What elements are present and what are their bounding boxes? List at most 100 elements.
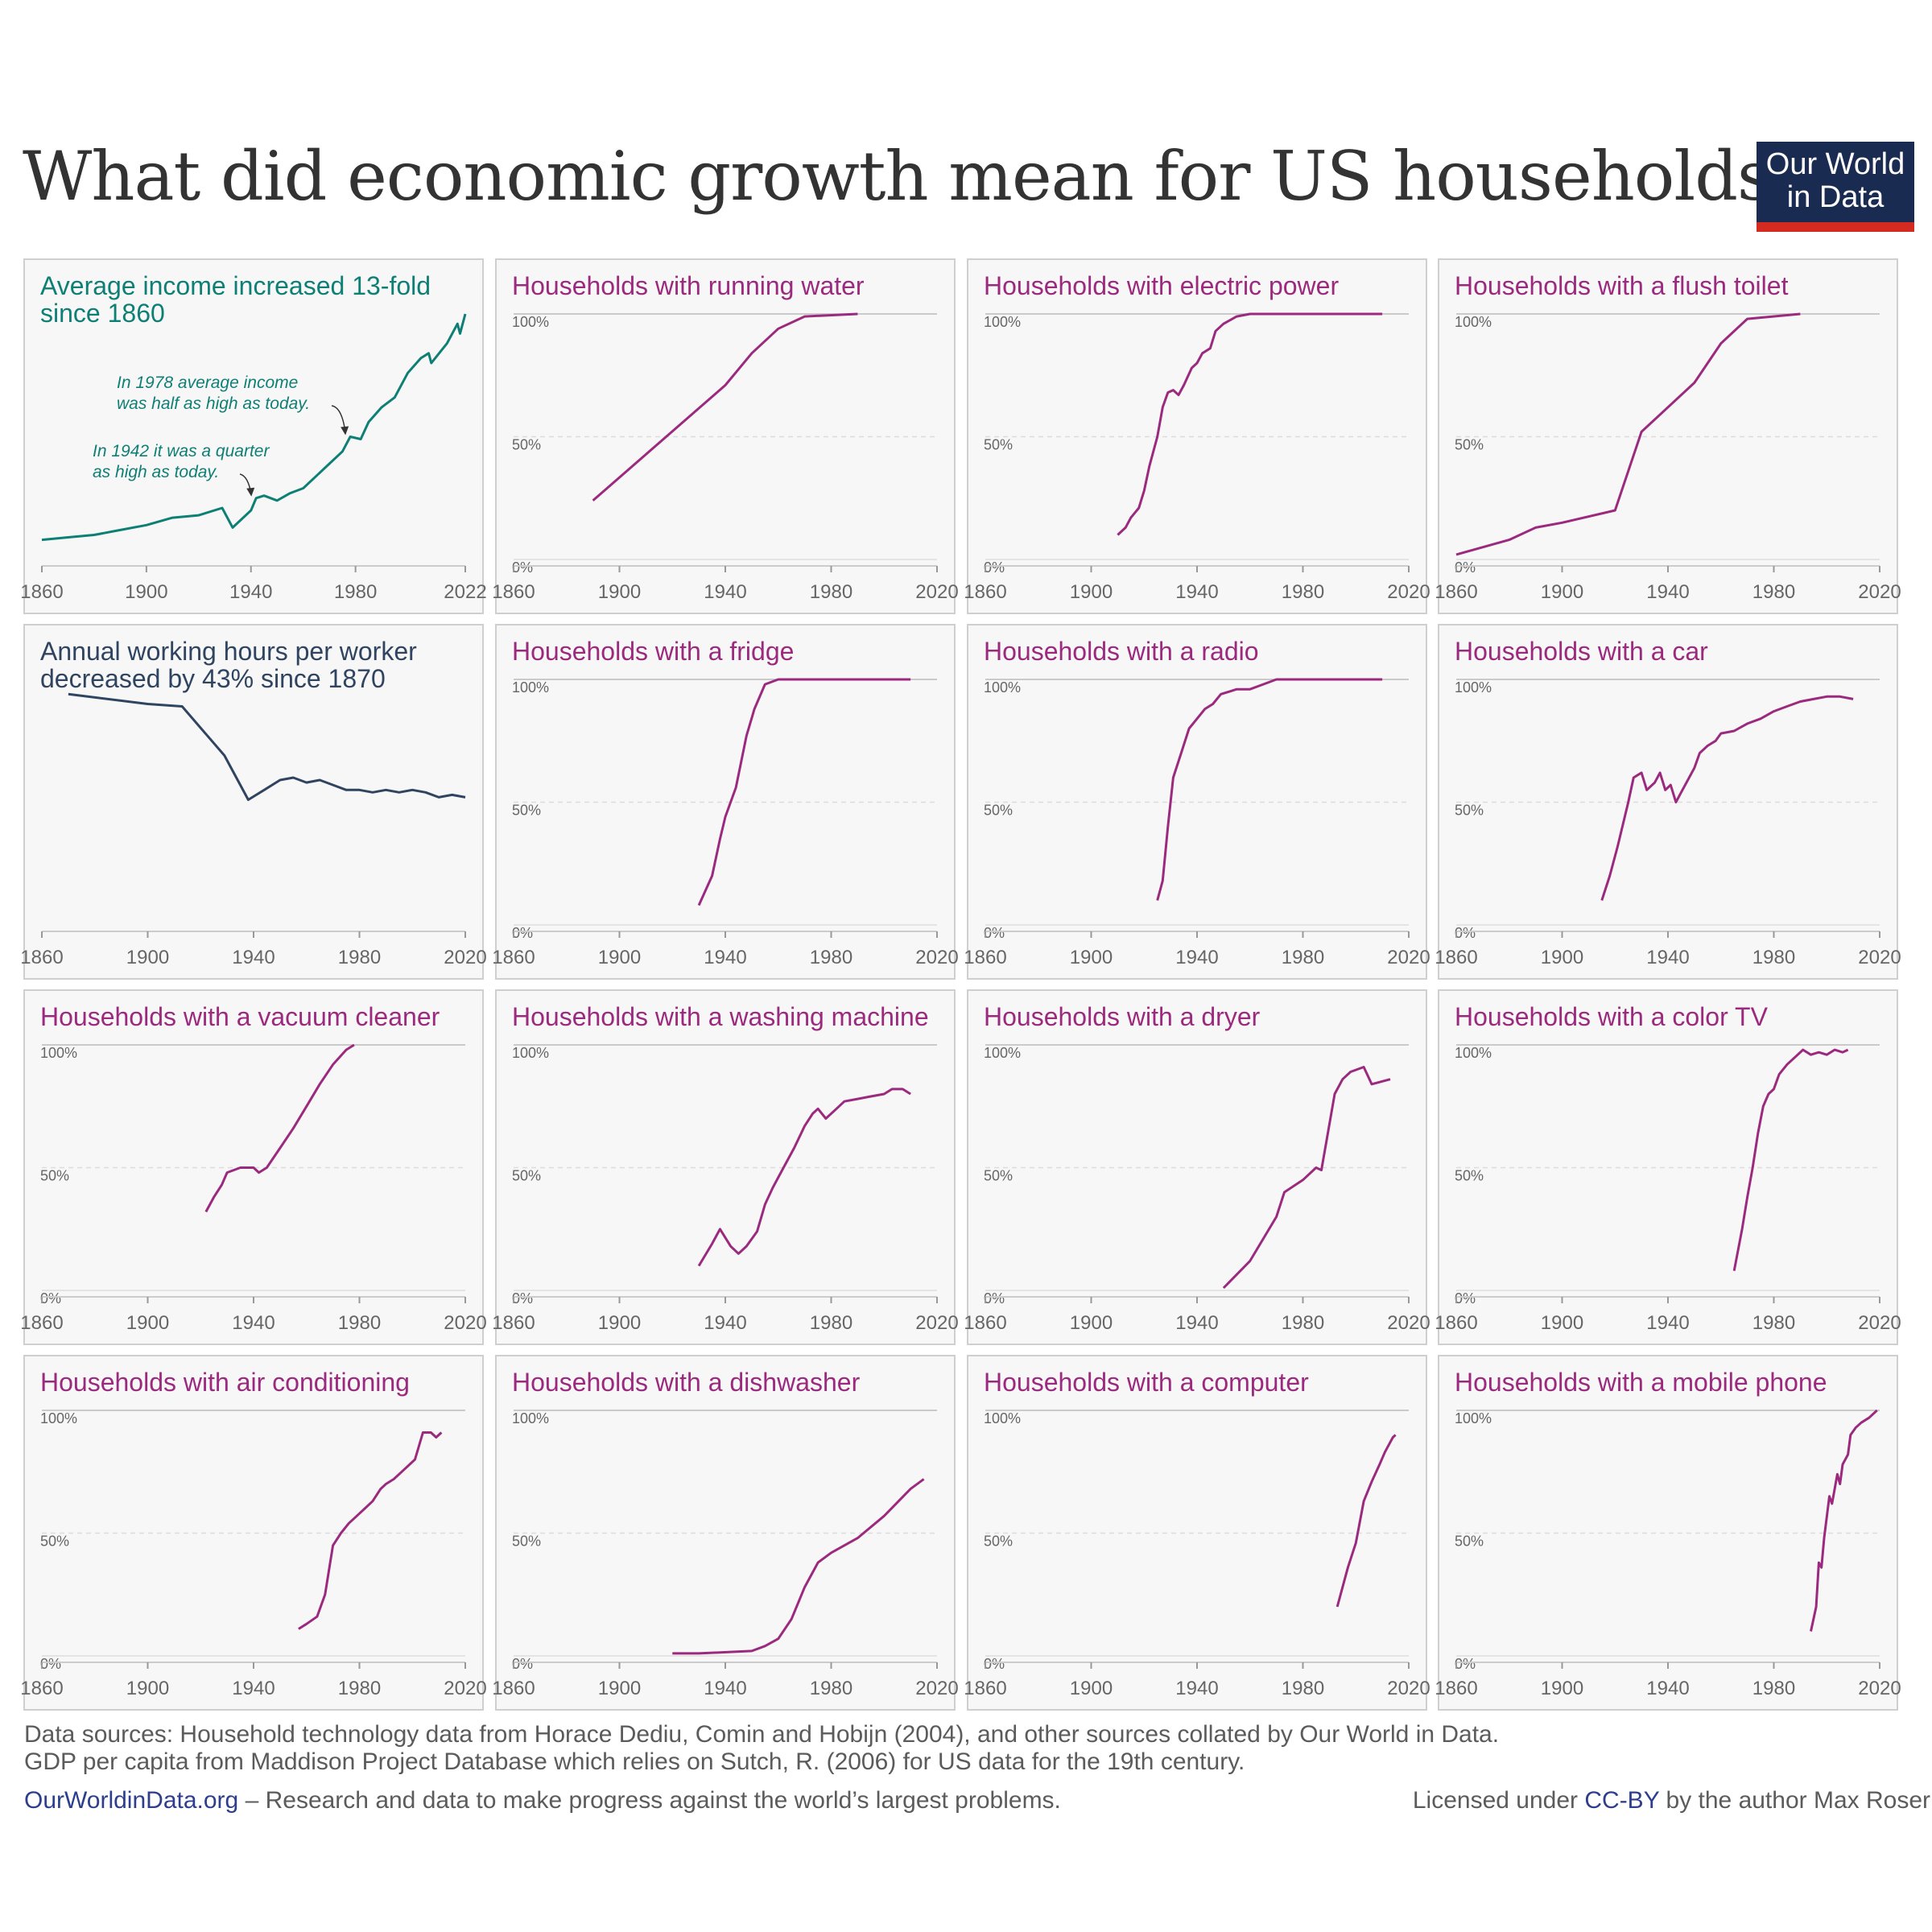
x-tick-label: 1860: [492, 1678, 535, 1699]
y-tick-label: 100%: [512, 1045, 549, 1061]
x-tick-label: 1900: [126, 1678, 169, 1699]
x-tick-label: 1940: [229, 581, 272, 603]
y-tick-label: 0%: [1455, 1656, 1476, 1672]
x-tick-label: 1980: [810, 1312, 852, 1334]
chart-panel-8: Households with a car 100% 50% 0% 1860 1900 19…: [1435, 624, 1901, 980]
owid-logo[interactable]: Our World in Data: [1757, 142, 1914, 232]
owid-footer: OurWorldinData.org – Research and data t…: [24, 1787, 1061, 1814]
y-tick-label: 0%: [512, 1656, 533, 1672]
x-tick-label: 1940: [1175, 1678, 1218, 1699]
y-tick-label: 50%: [512, 1534, 541, 1550]
x-tick-label: 1980: [338, 1312, 381, 1334]
y-tick-label: 0%: [512, 559, 533, 576]
chart-panel-9: Households with a vacuum cleaner 100% 50% 0…: [20, 989, 487, 1345]
y-tick-label: 50%: [512, 437, 541, 453]
y-tick-label: 100%: [984, 679, 1021, 696]
x-tick-label: 1980: [1282, 1678, 1324, 1699]
y-tick-label: 100%: [512, 679, 549, 696]
x-tick-label: 1940: [704, 581, 746, 603]
x-tick-label: 1900: [1070, 581, 1113, 603]
chart-title: Households with a dryer: [984, 1002, 1261, 1031]
chart-panel-6: Households with a fridge 100% 50% 0% 1860 190…: [492, 624, 959, 980]
license-prefix: Licensed under: [1412, 1787, 1585, 1814]
x-tick-label: 2022: [444, 581, 486, 603]
x-tick-label: 2020: [1858, 947, 1901, 968]
series-line: [697, 1088, 911, 1267]
y-tick-label: 0%: [40, 1290, 61, 1307]
chart-panel-5: Annual working hours per workerdecreased…: [20, 624, 487, 980]
series-line: [1156, 678, 1383, 901]
x-tick-label: 1860: [1435, 1678, 1477, 1699]
chart-panel-7: Households with a radio 100% 50% 0% 1860 1900…: [964, 624, 1430, 980]
x-tick-label: 1900: [1070, 947, 1113, 968]
logo-line-1: Our World: [1765, 147, 1905, 181]
x-tick-label: 1980: [1282, 1312, 1324, 1334]
chart-panel-16: Households with a mobile phone 100% 50% 0% 1…: [1435, 1355, 1901, 1711]
chart-title: decreased by 43% since 1870: [40, 664, 386, 693]
chart-panel-15: Households with a computer 100% 50% 0% 1860 1…: [964, 1355, 1430, 1711]
y-tick-label: 100%: [984, 1045, 1021, 1061]
x-tick-label: 1860: [20, 1312, 63, 1334]
x-tick-label: 2020: [444, 1312, 486, 1334]
y-tick-label: 50%: [512, 1168, 541, 1184]
x-tick-label: 1980: [334, 581, 377, 603]
y-tick-label: 50%: [1455, 1168, 1484, 1184]
series-line: [1732, 1048, 1849, 1271]
y-tick-label: 100%: [1455, 1410, 1492, 1426]
x-tick-label: 2020: [1387, 581, 1430, 603]
x-tick-label: 2020: [1858, 581, 1901, 603]
chart-title: Average income increased 13-fold: [40, 271, 431, 300]
chart-title: Households with a flush toilet: [1455, 271, 1789, 300]
series-line: [1335, 1434, 1397, 1608]
series-line: [1600, 695, 1854, 901]
x-tick-label: 2020: [1858, 1312, 1901, 1334]
x-tick-label: 1860: [964, 1312, 1006, 1334]
y-tick-label: 50%: [1455, 437, 1484, 453]
x-tick-label: 1980: [1282, 581, 1324, 603]
x-tick-label: 1900: [1541, 1678, 1583, 1699]
x-tick-label: 1980: [1752, 581, 1795, 603]
x-tick-label: 2020: [1387, 1678, 1430, 1699]
y-tick-label: 50%: [40, 1534, 69, 1550]
series-line: [1117, 312, 1383, 536]
x-tick-label: 1860: [1435, 947, 1477, 968]
x-tick-label: 2020: [915, 1312, 958, 1334]
y-tick-label: 100%: [40, 1045, 77, 1061]
y-tick-label: 0%: [1455, 559, 1476, 576]
y-tick-label: 50%: [984, 1534, 1013, 1550]
chart-panel-4: Households with a flush toilet 100% 50% 0% 1…: [1435, 258, 1901, 614]
x-tick-label: 1860: [1435, 581, 1477, 603]
y-tick-label: 100%: [984, 314, 1021, 330]
x-tick-label: 1980: [338, 1678, 381, 1699]
y-tick-label: 0%: [1455, 1290, 1476, 1307]
x-tick-label: 1860: [20, 1678, 63, 1699]
x-tick-label: 1900: [1541, 947, 1583, 968]
x-tick-label: 1940: [1646, 1678, 1689, 1699]
x-tick-label: 1980: [1752, 1312, 1795, 1334]
series-line: [1455, 312, 1801, 556]
chart-title: Households with a color TV: [1455, 1002, 1769, 1031]
x-tick-label: 2020: [915, 947, 958, 968]
annotation-text: was half as high as today.: [117, 394, 310, 413]
x-tick-label: 1940: [1646, 947, 1689, 968]
y-tick-label: 50%: [984, 437, 1013, 453]
y-tick-label: 0%: [512, 925, 533, 941]
y-tick-label: 0%: [984, 1290, 1005, 1307]
chart-panel-12: Households with a color TV 100% 50% 0% 1860 1…: [1435, 989, 1901, 1345]
x-tick-label: 1980: [810, 947, 852, 968]
chart-title: Households with a car: [1455, 637, 1708, 666]
series-line: [592, 312, 858, 502]
x-tick-label: 1860: [964, 947, 1006, 968]
x-tick-label: 1860: [20, 947, 63, 968]
y-tick-label: 100%: [40, 1410, 77, 1426]
license-link[interactable]: CC-BY: [1584, 1787, 1660, 1814]
owid-link[interactable]: OurWorldinData.org: [24, 1787, 239, 1814]
chart-title: Households with a mobile phone: [1455, 1368, 1827, 1397]
panel-frame: [23, 624, 484, 980]
annotation-arrowhead: [341, 426, 349, 436]
license-suffix: by the author Max Roser: [1659, 1787, 1931, 1814]
chart-panel-2: Households with running water 100% 50% 0% 18…: [492, 258, 959, 614]
x-tick-label: 2020: [444, 947, 486, 968]
x-tick-label: 1860: [1435, 1312, 1477, 1334]
